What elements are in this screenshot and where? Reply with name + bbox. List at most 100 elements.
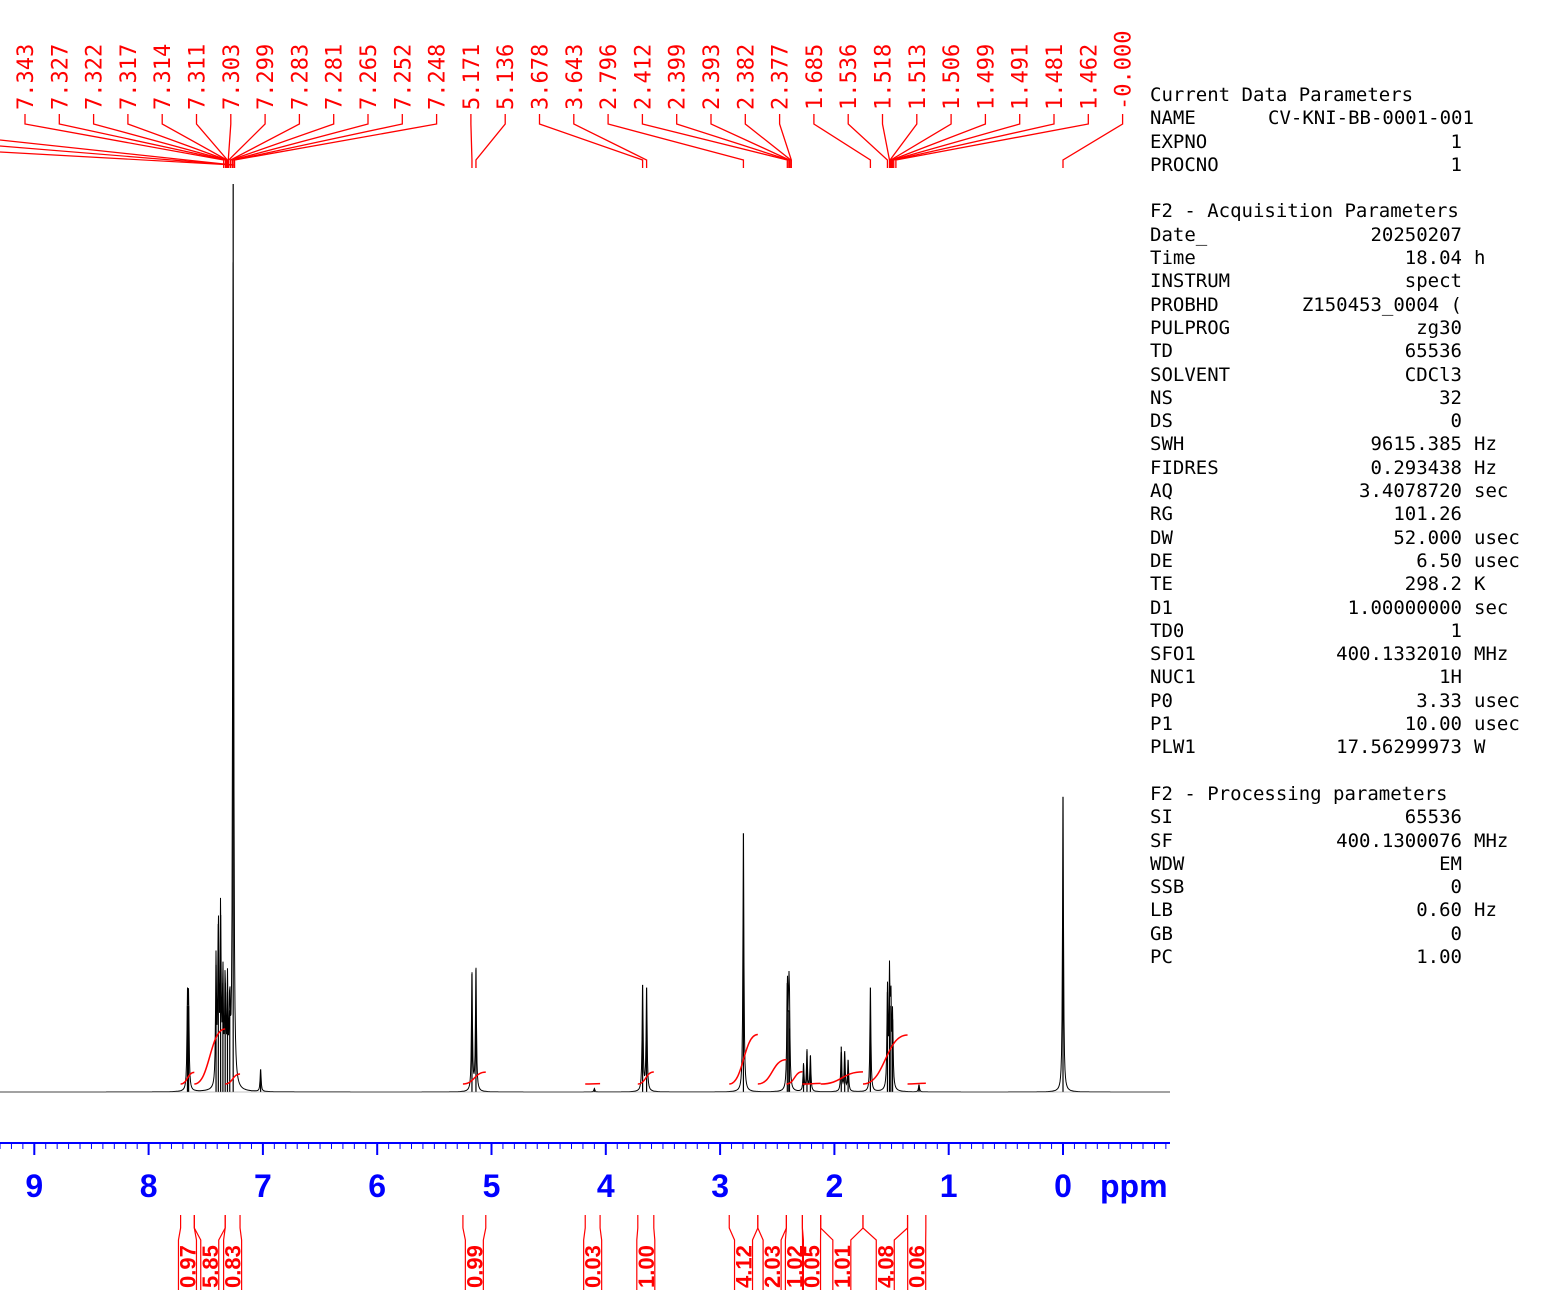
- param-row-rg: RG 101.26: [1150, 503, 1550, 526]
- x-tick-label-5: 5: [483, 1168, 501, 1204]
- integral-label-12: 0.06: [905, 1245, 930, 1288]
- peak-label-30: 1.481: [1043, 44, 1068, 110]
- param-name: Date_: [1150, 223, 1208, 246]
- param-name: DS: [1150, 410, 1173, 433]
- param-name: D1: [1150, 596, 1173, 619]
- peak-leader-12: [233, 114, 438, 168]
- peak-label-8: 7.283: [288, 44, 313, 110]
- param-row-si: SI 65536: [1150, 806, 1550, 829]
- param-value: 52.000: [1393, 526, 1462, 549]
- param-value: 6.50: [1416, 549, 1462, 572]
- peak-leader-19: [676, 114, 790, 168]
- param-value: Z150453_0004 (: [1301, 293, 1462, 316]
- integral-bracket-left-8: [784, 1215, 787, 1290]
- integral-label-6: 4.12: [732, 1245, 757, 1288]
- peak-leader-18: [641, 114, 788, 168]
- integral-curve-12: [907, 1082, 926, 1085]
- integral-curve-7: [757, 1058, 787, 1085]
- param-name: NAME: [1150, 107, 1196, 130]
- integral-curve-11: [862, 1034, 908, 1085]
- param-name: DW: [1150, 526, 1173, 549]
- peak-label-16: 3.643: [563, 44, 588, 110]
- param-name: INSTRUM: [1150, 270, 1231, 293]
- x-tick-label-1: 1: [940, 1168, 958, 1204]
- param-name: AQ: [1150, 480, 1173, 503]
- peak-leader-offscreen-2: [0, 151, 234, 166]
- param-row-ds: DS 0: [1150, 410, 1550, 433]
- param-unit: h: [1474, 247, 1486, 270]
- peak-label-leaders: [0, 114, 1124, 168]
- integral-bracket-left-3: [462, 1215, 466, 1290]
- param-unit: [1462, 923, 1474, 946]
- param-row-expno: EXPNO 1: [1150, 131, 1550, 154]
- param-value: 9615.385: [1370, 433, 1462, 456]
- param-unit: [1462, 340, 1474, 363]
- peak-leader-30: [893, 114, 1055, 168]
- param-unit: [1462, 387, 1474, 410]
- peak-leader-22: [778, 114, 792, 168]
- integral-bracket-left-2: [223, 1215, 226, 1290]
- param-unit: K: [1474, 573, 1486, 596]
- processing-parameters-title: F2 - Processing parameters: [1150, 782, 1448, 805]
- peak-label-14: 5.136: [494, 44, 519, 110]
- param-value: 17.56299973: [1336, 736, 1462, 759]
- peak-label-12: 7.248: [426, 44, 451, 110]
- param-name: PULPROG: [1150, 316, 1231, 339]
- param-value: 1: [1450, 153, 1462, 176]
- peak-label-0: 7.343: [14, 44, 39, 110]
- param-name: LB: [1150, 899, 1173, 922]
- peak-label-25: 1.518: [872, 44, 897, 110]
- param-row-ns: NS 32: [1150, 387, 1550, 410]
- integral-label-4: 0.03: [581, 1245, 606, 1288]
- param-name: P1: [1150, 713, 1173, 736]
- peak-leader-31: [895, 114, 1089, 168]
- param-value: 0: [1450, 410, 1462, 433]
- x-tick-label-8: 8: [140, 1168, 158, 1204]
- param-name: FIDRES: [1150, 456, 1219, 479]
- peak-leader-9: [230, 114, 335, 168]
- param-row-td: TD 65536: [1150, 340, 1550, 363]
- peak-label-15: 3.678: [529, 44, 554, 110]
- param-row-d1: D1 1.00000000 sec: [1150, 597, 1550, 620]
- integral-curves: [180, 1028, 926, 1085]
- integral-bracket-right-5: [653, 1215, 656, 1290]
- current-data-parameters-title: Current Data Parameters: [1150, 84, 1414, 106]
- param-value: 400.1332010: [1336, 643, 1462, 666]
- spectrum-trace: [0, 184, 1170, 1093]
- x-tick-label-0: 0: [1054, 1168, 1072, 1204]
- peak-leader-20: [710, 114, 791, 168]
- nmr-spectrum-plot: 7.343 7.327 7.322 7.317 7.314 7.311 7.303 7.299…: [0, 31, 1170, 1290]
- param-name: WDW: [1150, 852, 1185, 875]
- param-unit: W: [1474, 736, 1486, 759]
- param-unit: [1462, 876, 1474, 899]
- param-value: spect: [1404, 270, 1462, 293]
- integral-label-0: 0.97: [175, 1245, 200, 1288]
- processing-parameters-rows: SI 65536 SF 400.1300076 MHz WDW EM SSB 0 LB 0.60 Hz…: [1150, 806, 1550, 969]
- param-unit: [1462, 853, 1474, 876]
- param-unit: [1462, 503, 1474, 526]
- param-name: TE: [1150, 573, 1173, 596]
- param-row-p1: P1 10.00 usec: [1150, 713, 1550, 736]
- param-name: SF: [1150, 829, 1173, 852]
- peak-leader-16: [573, 114, 648, 168]
- param-row-wdw: WDW EM: [1150, 853, 1550, 876]
- param-name: SWH: [1150, 433, 1185, 456]
- param-row-pulprog: PULPROG zg30: [1150, 317, 1550, 340]
- param-value: 1: [1450, 130, 1462, 153]
- param-name: SSB: [1150, 876, 1185, 899]
- param-value: 1.00000000: [1347, 596, 1462, 619]
- param-row-fidres: FIDRES 0.293438 Hz: [1150, 457, 1550, 480]
- integral-bracket-left-6: [728, 1215, 736, 1290]
- param-row-lb: LB 0.60 Hz: [1150, 899, 1550, 922]
- peak-label-19: 2.399: [666, 44, 691, 110]
- spectrum-line: [0, 262, 1170, 1093]
- peak-label-28: 1.499: [974, 44, 999, 110]
- peak-leader-11: [233, 114, 403, 168]
- param-unit: [1462, 154, 1474, 177]
- x-axis-label: ppm: [1100, 1168, 1168, 1204]
- param-value: 10.00: [1404, 713, 1462, 736]
- integral-curve-5: [637, 1071, 654, 1085]
- param-row-td0: TD0 1: [1150, 620, 1550, 643]
- peak-label-32: -0.000: [1112, 31, 1137, 110]
- param-unit: usec: [1474, 689, 1520, 712]
